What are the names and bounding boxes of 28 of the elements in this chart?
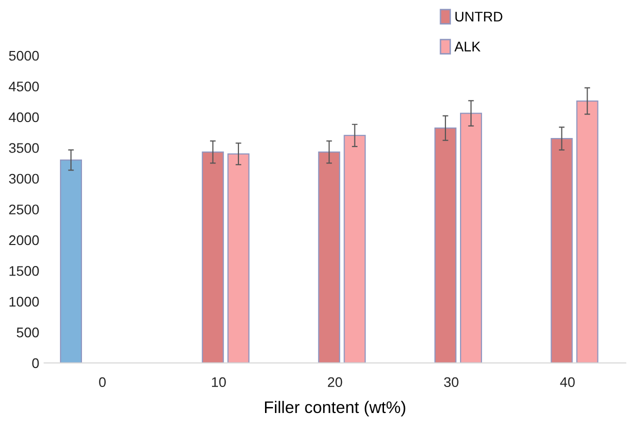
bar <box>460 112 482 363</box>
y-tick-label: 0 <box>32 358 39 368</box>
bar <box>434 128 456 363</box>
y-tick-label: 4500 <box>8 82 39 92</box>
x-tick-label: 30 <box>444 377 458 388</box>
bar <box>227 153 250 363</box>
legend-label: UNTRD <box>455 12 502 22</box>
y-tick-label: 3500 <box>9 143 39 153</box>
x-tick-label: 40 <box>560 377 575 388</box>
x-tick-label: 10 <box>212 377 226 388</box>
x-axis-title: Filler content (wt%) <box>265 400 406 416</box>
y-tick-label: 1500 <box>10 266 39 276</box>
bar <box>318 151 340 363</box>
y-tick-label: 5000 <box>9 50 39 61</box>
y-tick-label: 4000 <box>8 112 39 122</box>
legend-label: ALK <box>454 42 480 52</box>
y-tick-label: 500 <box>16 328 39 338</box>
y-tick-label: 1000 <box>10 296 39 307</box>
y-tick-label: 3000 <box>9 174 39 184</box>
bar <box>344 134 366 363</box>
x-tick-label: 20 <box>328 377 342 388</box>
bar <box>60 159 82 363</box>
x-tick-label: 0 <box>99 377 106 388</box>
bar <box>576 100 598 363</box>
y-tick-label: 2000 <box>9 235 39 246</box>
bar <box>550 138 573 363</box>
y-tick-label: 2500 <box>9 204 39 214</box>
bar <box>202 151 224 363</box>
